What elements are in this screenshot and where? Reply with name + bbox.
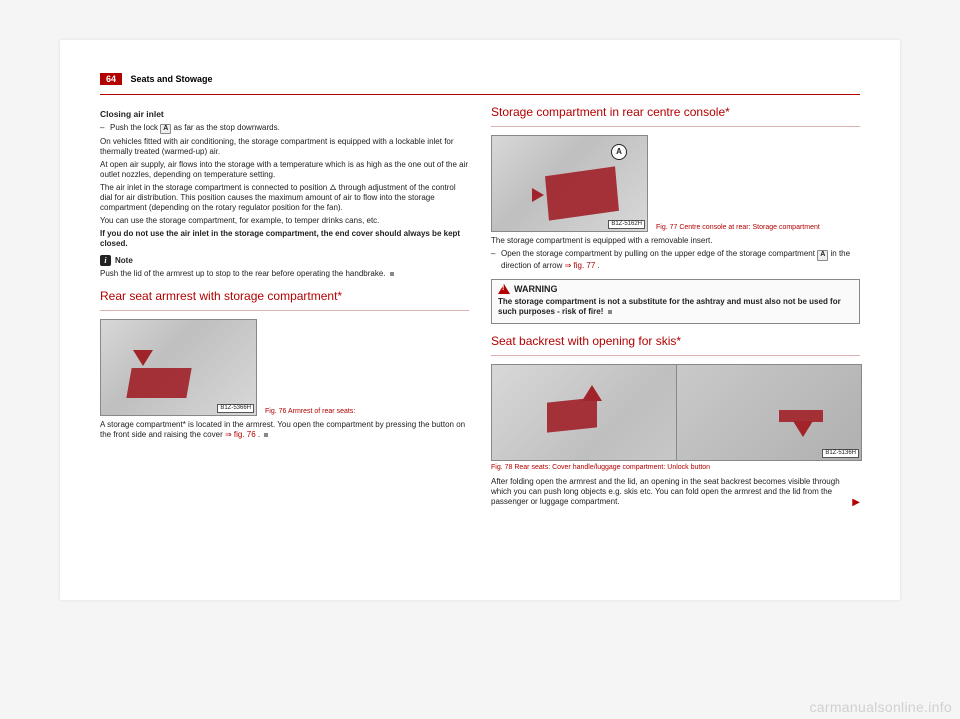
note-body: Push the lid of the armrest up to stop t… [100,269,386,278]
note-heading-row: i Note [100,255,469,266]
heading-rule [491,355,860,356]
manual-page: 64 Seats and Stowage Closing air inlet P… [60,40,900,600]
fig78-code: B1Z-5136H [822,449,859,459]
watermark: carmanualsonline.info [810,699,953,715]
warning-icon [498,284,510,294]
warning-label: WARNING [514,284,558,295]
badge-a: A [817,250,828,261]
heading-rule [100,310,469,311]
heading-rule [491,126,860,127]
badge-a: A [160,124,171,135]
fig77-code: B1Z-5162H [608,220,645,230]
warning-body: The storage compartment is not a substit… [498,297,841,316]
page-header: 64 Seats and Stowage [100,70,860,86]
para-4: You can use the storage compartment, for… [100,216,469,226]
para-6b: . [258,430,260,439]
warning-text: The storage compartment is not a substit… [498,297,853,317]
closing-air-inlet-heading: Closing air inlet [100,109,469,120]
fig77-caption: Fig. 77 Centre console at rear: Storage … [656,224,820,232]
para-1: On vehicles fitted with air conditioning… [100,137,469,157]
fig77-callout-a: A [611,144,627,160]
right-p1: The storage compartment is equipped with… [491,236,860,246]
warning-header: WARNING [498,284,853,295]
left-column: Closing air inlet Push the lock A as far… [100,105,469,510]
right-bullet: Open the storage compartment by pulling … [491,249,860,271]
right-p2: After folding open the armrest and the l… [491,477,860,507]
fig76-armrest-overlay [126,368,191,398]
rear-console-heading: Storage compartment in rear centre conso… [491,105,860,120]
fig76-row: B1Z-5366H Fig. 76 Armrest of rear seats: [100,319,469,416]
section-title: Seats and Stowage [130,74,212,84]
content-columns: Closing air inlet Push the lock A as far… [100,105,860,510]
end-mark-icon [608,310,612,314]
fig76-image: B1Z-5366H [100,319,257,416]
fig77-ref: ⇒ fig. 77 [565,261,596,270]
info-icon: i [100,255,111,266]
fig77-arrow-icon [532,188,544,202]
rb-a: Open the storage compartment by pulling … [501,249,817,258]
end-mark-icon [390,272,394,276]
warning-box: WARNING The storage compartment is not a… [491,279,860,324]
fig76-caption: Fig. 76 Armrest of rear seats: [265,408,355,416]
fig78-caption: Fig. 78 Rear seats: Cover handle/luggage… [491,464,860,473]
bullet-text-a: Push the lock [110,123,160,132]
fig77-lid-overlay [545,166,619,220]
fig78-arrow-up-icon [582,385,602,401]
para-6a: A storage compartment* is located in the… [100,420,465,439]
para-6: A storage compartment* is located in the… [100,420,469,440]
fig77-row: A B1Z-5162H Fig. 77 Centre console at re… [491,135,860,232]
rb-end: . [598,261,600,270]
para-5-bold: If you do not use the air inlet in the s… [100,229,469,249]
closing-bullet: Push the lock A as far as the stop downw… [100,123,469,135]
header-rule [100,94,860,95]
right-p2-body: After folding open the armrest and the l… [491,477,840,506]
note-text: Push the lid of the armrest up to stop t… [100,269,469,279]
fig78-image: B1Z-5136H [491,364,862,461]
page-number: 64 [100,73,122,85]
ski-opening-heading: Seat backrest with opening for skis* [491,334,860,349]
right-column: Storage compartment in rear centre conso… [491,105,860,510]
fig77-image: A B1Z-5162H [491,135,648,232]
fig76-code: B1Z-5366H [217,404,254,414]
fig78-arrow-down-icon [793,421,813,437]
fig76-arrow-icon [133,350,153,366]
end-mark-icon [264,433,268,437]
para-3: The air inlet in the storage compartment… [100,183,469,213]
para-2: At open air supply, air flows into the s… [100,160,469,180]
fig76-ref: ⇒ fig. 76 [225,430,256,439]
continued-icon: ▶ [852,497,860,510]
rear-armrest-heading: Rear seat armrest with storage compartme… [100,289,469,304]
note-label: Note [115,256,133,266]
fig78-right-panel [676,365,862,460]
fig78-left-overlay [547,397,597,432]
bullet-text-b: as far as the stop downwards. [174,123,280,132]
